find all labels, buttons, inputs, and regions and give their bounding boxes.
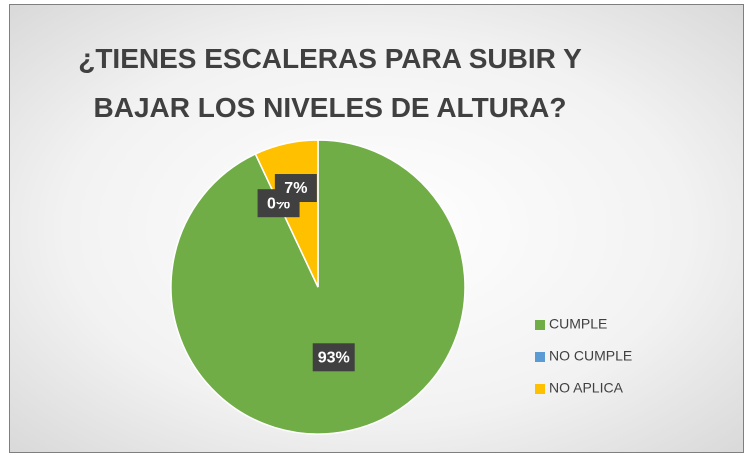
chart-title: ¿TIENES ESCALERAS PARA SUBIR Y BAJAR LOS… xyxy=(78,43,582,123)
legend-label: NO APLICA xyxy=(549,380,624,396)
data-label: 93% xyxy=(318,350,350,367)
data-label-box xyxy=(274,174,317,203)
data-label-box xyxy=(312,343,355,372)
legend-label: CUMPLE xyxy=(549,316,607,332)
legend-label: NO CUMPLE xyxy=(549,348,632,364)
data-label: 7% xyxy=(284,180,307,197)
legend-swatch xyxy=(535,352,545,362)
legend-swatch xyxy=(535,320,545,330)
legend-swatch xyxy=(535,384,545,394)
